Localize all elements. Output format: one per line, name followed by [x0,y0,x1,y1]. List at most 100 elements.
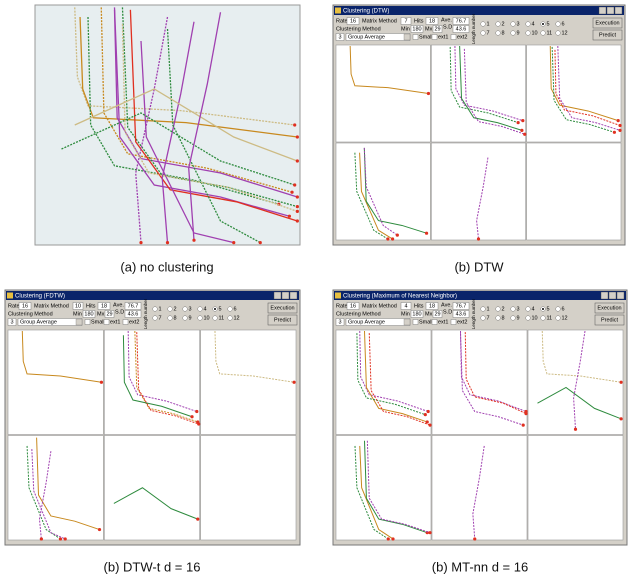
radio[interactable] [481,22,486,27]
radio[interactable] [198,316,203,321]
end-point [520,129,523,132]
clustering-window: Clustering (Maximum of Nearest Neighbor)… [333,290,627,545]
radio-label: 2 [502,306,505,312]
end-point [100,381,103,384]
end-point [293,183,296,186]
end-point [396,234,399,237]
length-label: Length number [471,298,476,329]
radio[interactable] [541,31,546,36]
label: Hits [86,303,96,309]
label: S.D [443,309,452,315]
label: Rate [8,303,20,309]
caption: (a) no clustering [120,259,213,274]
checkbox-label: ext1 [438,34,448,40]
end-point [477,237,480,240]
dropdown-arrow [404,319,410,325]
checkbox[interactable] [432,320,437,325]
radio[interactable] [496,316,501,321]
end-point [259,241,262,244]
end-point [296,210,299,213]
length-label: Length number [471,13,476,44]
cluster-count: 3 [338,319,341,325]
cluster-cell [432,436,527,541]
cluster-cell [431,143,525,241]
radio[interactable] [511,31,516,36]
radio[interactable] [496,22,501,27]
end-point [620,381,623,384]
radio-label: 9 [189,315,192,321]
radio[interactable] [213,316,218,321]
radio[interactable] [541,316,546,321]
radio[interactable] [556,307,561,312]
radio-label: 5 [219,306,222,312]
button-label: Execution [595,20,619,26]
matrix-value: 4 [404,303,407,309]
max-value: 29 [434,26,440,32]
cluster-cell [8,330,103,435]
radio[interactable] [496,307,501,312]
radio[interactable] [511,307,516,312]
checkbox[interactable] [413,35,418,40]
radio[interactable] [526,316,531,321]
radio[interactable] [496,31,501,36]
cluster-cell [8,436,103,541]
end-point [517,121,520,124]
radio[interactable] [481,31,486,36]
checkbox[interactable] [85,320,90,325]
button-label: Predict [274,317,292,323]
checkbox[interactable] [432,35,437,40]
end-point [292,381,295,384]
radio[interactable] [556,22,561,27]
radio[interactable] [526,307,531,312]
cluster-count: 3 [10,319,13,325]
radio[interactable] [481,307,486,312]
radio-label: 8 [502,315,505,321]
radio[interactable] [481,316,486,321]
radio[interactable] [526,31,531,36]
label: Clustering Method [8,311,53,317]
app-icon [7,293,13,299]
end-point [59,537,62,540]
checkbox[interactable] [451,35,456,40]
radio[interactable] [556,316,561,321]
dropdown-value: Group Average [20,319,57,325]
radio-label: 3 [189,306,192,312]
title-button [290,292,297,299]
end-point [192,239,195,242]
min-value: 180 [84,311,93,317]
radio[interactable] [183,307,188,312]
cluster-cell [201,330,296,435]
radio-label: 6 [562,306,565,312]
checkbox[interactable] [123,320,128,325]
radio[interactable] [183,316,188,321]
radio[interactable] [511,22,516,27]
radio[interactable] [168,316,173,321]
radio-label: 12 [234,315,240,321]
checkbox[interactable] [451,320,456,325]
caption: (b) DTW-t d = 16 [104,559,201,574]
radio[interactable] [228,316,233,321]
radio-label: 3 [517,306,520,312]
cluster-cell [528,436,623,541]
radio-label: 2 [502,21,505,27]
checkbox[interactable] [104,320,109,325]
ave-value: 76.7 [456,18,467,24]
radio[interactable] [198,307,203,312]
radio[interactable] [556,31,561,36]
radio[interactable] [228,307,233,312]
radio-label: 12 [562,30,568,36]
radio[interactable] [168,307,173,312]
title-button [607,7,614,14]
radio-label: 4 [532,21,535,27]
radio[interactable] [153,307,158,312]
cell [104,330,199,435]
radio[interactable] [511,316,516,321]
radio-label: 5 [547,306,550,312]
min-value: 180 [412,26,421,32]
cluster-count: 3 [338,34,341,40]
button-label: Predict [599,32,617,38]
end-point [296,135,299,138]
checkbox[interactable] [413,320,418,325]
radio[interactable] [153,316,158,321]
radio[interactable] [526,22,531,27]
